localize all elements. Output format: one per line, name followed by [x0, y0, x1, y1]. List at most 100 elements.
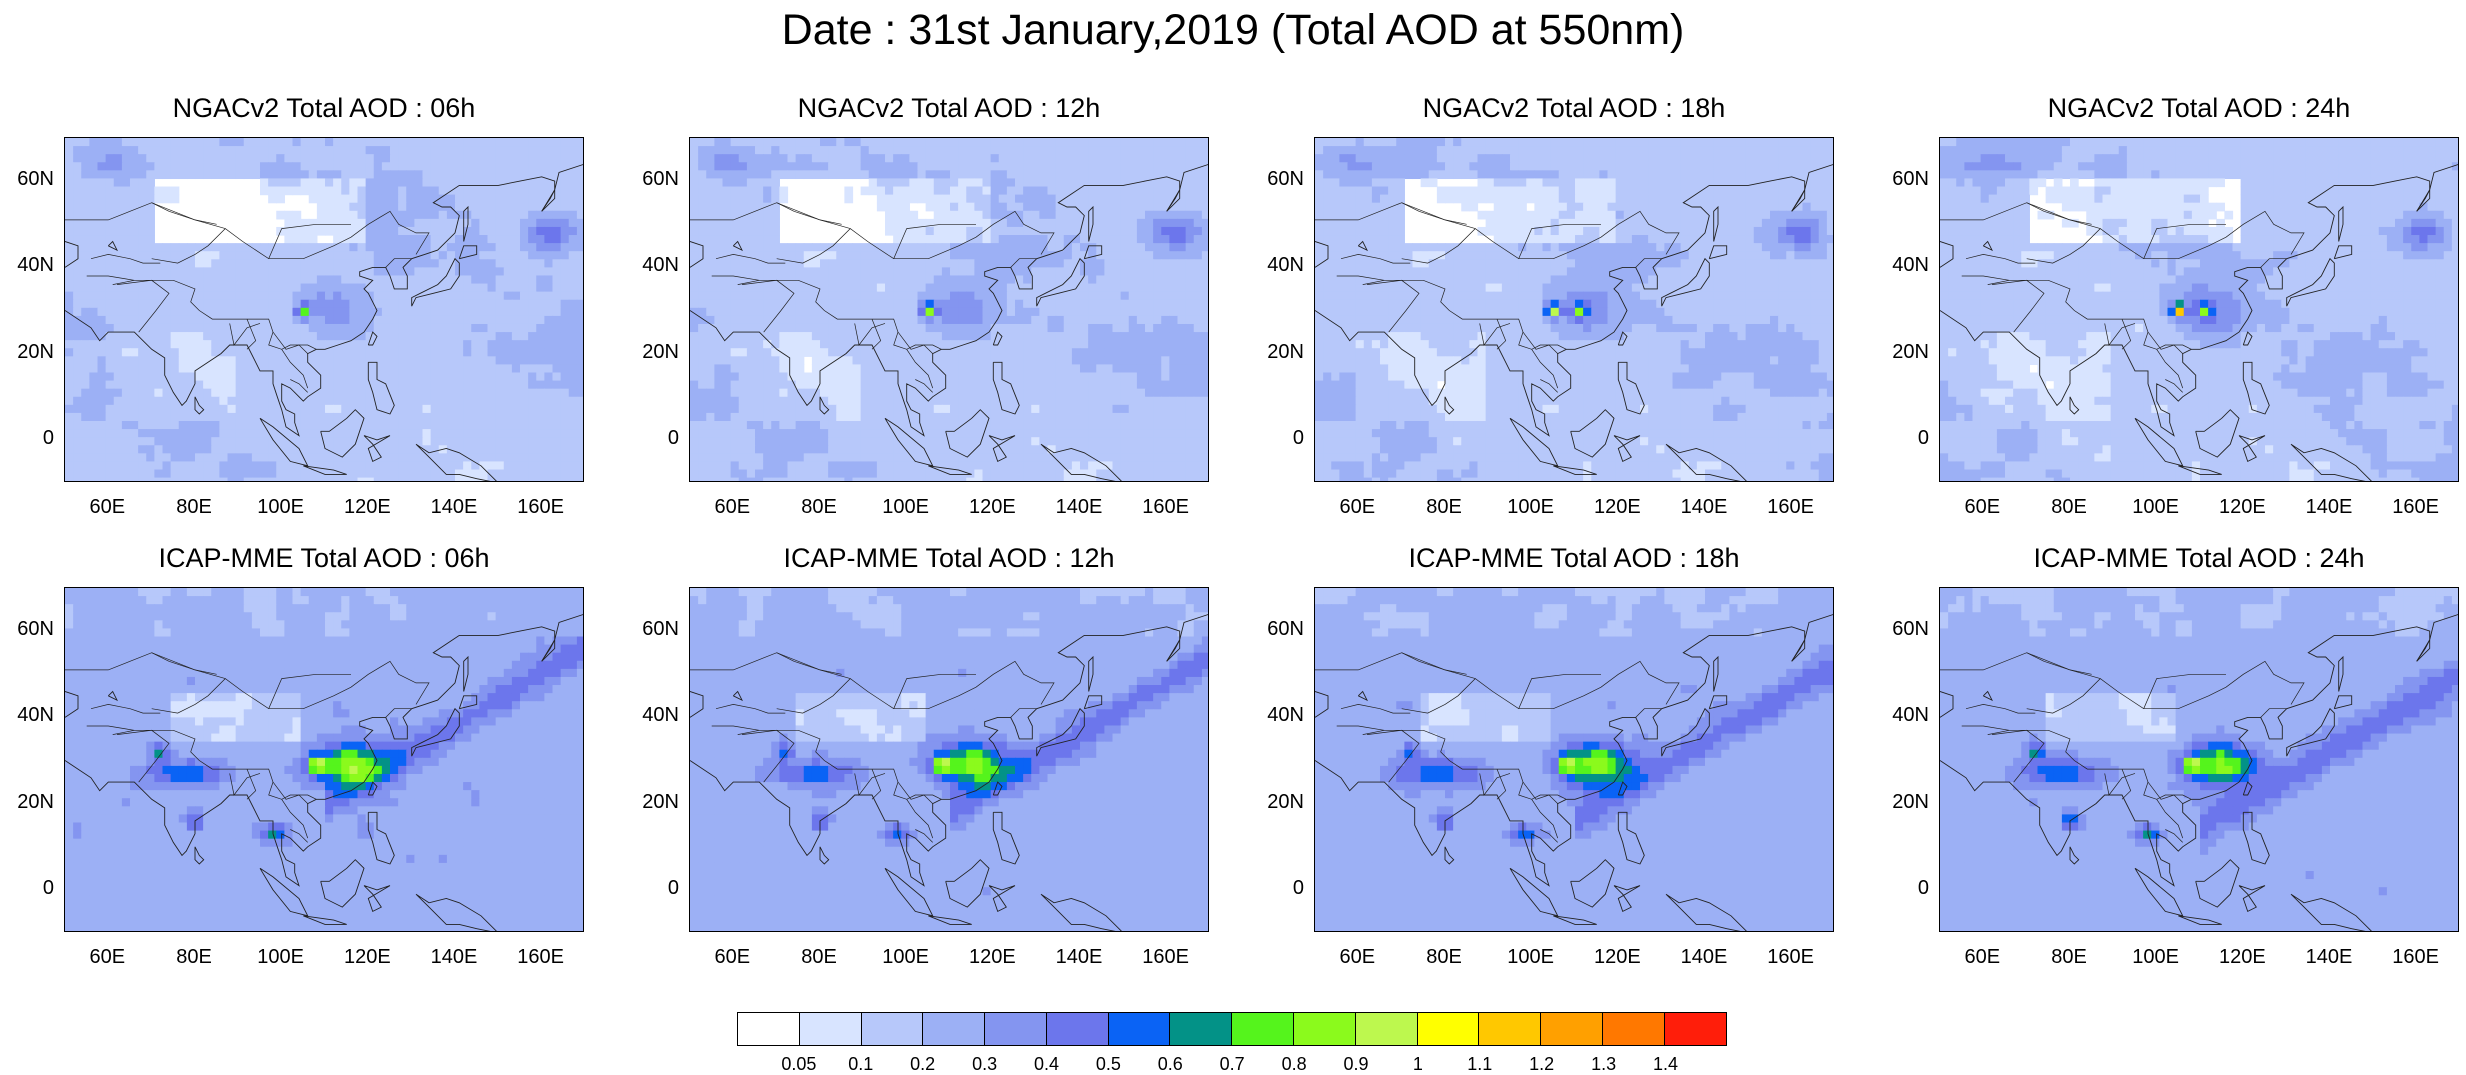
colorbar-label: 0.4: [1017, 1054, 1077, 1075]
aod-field: [65, 588, 584, 932]
colorbar-swatch: [923, 1013, 985, 1045]
lon-tick-label: 100E: [1496, 946, 1566, 969]
country-border: [777, 203, 842, 225]
colorbar-label: 1.3: [1574, 1054, 1634, 1075]
lon-tick-label: 80E: [784, 946, 854, 969]
lon-tick-label: 160E: [1756, 946, 1826, 969]
colorbar-swatch: [985, 1013, 1047, 1045]
lon-tick-label: 140E: [2294, 496, 2364, 519]
lat-tick-label: 40N: [1256, 254, 1304, 277]
aod-field: [1940, 588, 2459, 932]
aod-map-icap-mme-06h: [64, 587, 584, 932]
lat-tick-label: 0: [631, 877, 679, 900]
lat-tick-label: 40N: [6, 254, 54, 277]
lat-tick-label: 60N: [6, 168, 54, 191]
panel-title: NGACv2 Total AOD : 24h: [1934, 92, 2464, 124]
colorbar-label: 1: [1388, 1054, 1448, 1075]
lat-tick-label: 40N: [1881, 704, 1929, 727]
colorbar-swatch: [800, 1013, 862, 1045]
colorbar-label: 0.9: [1326, 1054, 1386, 1075]
lat-tick-label: 20N: [1256, 791, 1304, 814]
colorbar-label: 1.4: [1636, 1054, 1696, 1075]
lon-tick-label: 160E: [1131, 946, 1201, 969]
lat-tick-label: 60N: [1881, 618, 1929, 641]
lon-tick-label: 120E: [332, 946, 402, 969]
aod-field: [690, 138, 1209, 482]
lon-tick-label: 60E: [72, 496, 142, 519]
colorbar-label: 1.1: [1450, 1054, 1510, 1075]
lon-tick-label: 100E: [871, 496, 941, 519]
colorbar-label: 0.2: [893, 1054, 953, 1075]
lon-tick-label: 60E: [1947, 946, 2017, 969]
lon-tick-label: 80E: [2034, 496, 2104, 519]
lat-tick-label: 60N: [1256, 168, 1304, 191]
lat-tick-label: 20N: [1881, 341, 1929, 364]
colorbar-label: 1.2: [1512, 1054, 1572, 1075]
lon-tick-label: 140E: [2294, 946, 2364, 969]
lat-tick-label: 40N: [631, 254, 679, 277]
lon-tick-label: 100E: [871, 946, 941, 969]
aod-field: [1315, 138, 1834, 482]
lat-tick-label: 20N: [1881, 791, 1929, 814]
lon-tick-label: 120E: [957, 946, 1027, 969]
lat-tick-label: 60N: [631, 618, 679, 641]
lat-tick-label: 0: [1881, 427, 1929, 450]
lon-tick-label: 140E: [1044, 496, 1114, 519]
aod-map-ngacv2-06h: [64, 137, 584, 482]
colorbar-swatch: [1541, 1013, 1603, 1045]
aod-map-icap-mme-18h: [1314, 587, 1834, 932]
lon-tick-label: 140E: [1044, 946, 1114, 969]
aod-field: [1315, 588, 1834, 932]
figure-title: Date : 31st January,2019 (Total AOD at 5…: [0, 4, 2466, 56]
panel-title: ICAP-MME Total AOD : 12h: [684, 542, 1214, 574]
lon-tick-label: 120E: [1582, 946, 1652, 969]
panel-title: ICAP-MME Total AOD : 06h: [59, 542, 589, 574]
lat-tick-label: 20N: [631, 341, 679, 364]
panel-title: ICAP-MME Total AOD : 24h: [1934, 542, 2464, 574]
lon-tick-label: 80E: [159, 496, 229, 519]
lat-tick-label: 0: [6, 877, 54, 900]
colorbar-swatch: [1356, 1013, 1418, 1045]
panel-title: NGACv2 Total AOD : 06h: [59, 92, 589, 124]
country-border: [1402, 203, 1467, 225]
lat-tick-label: 60N: [631, 168, 679, 191]
aod-map-icap-mme-24h: [1939, 587, 2459, 932]
lon-tick-label: 140E: [419, 946, 489, 969]
lon-tick-label: 160E: [506, 946, 576, 969]
colorbar-swatch: [1479, 1013, 1541, 1045]
lon-tick-label: 140E: [419, 496, 489, 519]
aod-map-ngacv2-18h: [1314, 137, 1834, 482]
lat-tick-label: 20N: [6, 791, 54, 814]
colorbar-label: 0.8: [1264, 1054, 1324, 1075]
lon-tick-label: 100E: [2121, 946, 2191, 969]
lat-tick-label: 20N: [6, 341, 54, 364]
lat-tick-label: 40N: [1256, 704, 1304, 727]
lon-tick-label: 80E: [159, 946, 229, 969]
lat-tick-label: 20N: [631, 791, 679, 814]
lon-tick-label: 120E: [1582, 496, 1652, 519]
lon-tick-label: 120E: [2207, 496, 2277, 519]
lon-tick-label: 60E: [72, 946, 142, 969]
lon-tick-label: 160E: [1131, 496, 1201, 519]
aod-map-icap-mme-12h: [689, 587, 1209, 932]
lat-tick-label: 60N: [1256, 618, 1304, 641]
colorbar-swatch: [1418, 1013, 1480, 1045]
colorbar-swatch: [1109, 1013, 1171, 1045]
colorbar-label: 0.6: [1140, 1054, 1200, 1075]
aod-field: [65, 138, 584, 482]
lon-tick-label: 60E: [1947, 496, 2017, 519]
lon-tick-label: 140E: [1669, 496, 1739, 519]
aod-map-ngacv2-24h: [1939, 137, 2459, 482]
colorbar-label: 0.1: [831, 1054, 891, 1075]
lon-tick-label: 160E: [2381, 496, 2451, 519]
lon-tick-label: 100E: [246, 946, 316, 969]
lat-tick-label: 0: [1881, 877, 1929, 900]
colorbar-swatch: [1603, 1013, 1665, 1045]
lat-tick-label: 20N: [1256, 341, 1304, 364]
lon-tick-label: 60E: [1322, 946, 1392, 969]
colorbar-label: 0.05: [769, 1054, 829, 1075]
lat-tick-label: 40N: [631, 704, 679, 727]
country-border: [152, 203, 217, 225]
colorbar-label: 0.7: [1202, 1054, 1262, 1075]
lon-tick-label: 80E: [1409, 946, 1479, 969]
